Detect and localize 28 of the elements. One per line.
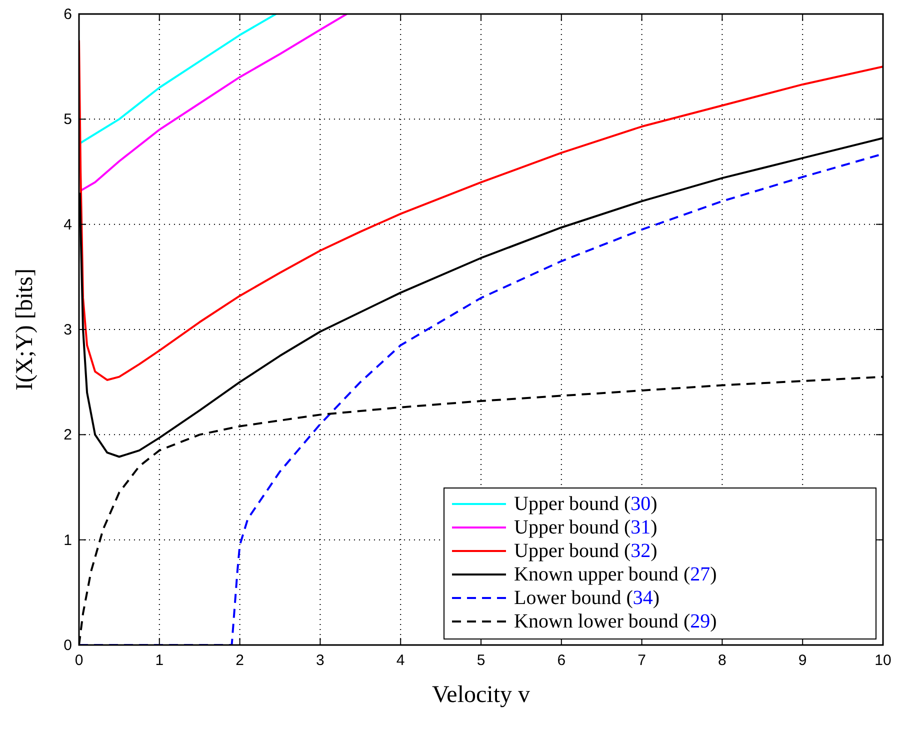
legend-label: Known upper bound (27) <box>514 564 717 586</box>
legend-label: Lower bound (34) <box>514 587 660 609</box>
x-tick-label: 8 <box>718 652 726 669</box>
x-tick-label: 10 <box>874 652 892 669</box>
legend-label: Upper bound (30) <box>514 493 658 515</box>
x-tick-label: 1 <box>155 652 164 669</box>
y-tick-label: 0 <box>64 637 72 654</box>
x-tick-label: 6 <box>557 652 566 669</box>
y-tick-label: 3 <box>64 322 72 338</box>
y-tick-label: 2 <box>64 426 72 444</box>
line-series <box>80 14 348 192</box>
y-tick-label: 1 <box>64 532 72 549</box>
x-tick-label: 4 <box>396 652 405 669</box>
legend-label: Upper bound (32) <box>514 540 658 562</box>
line-series <box>79 14 277 144</box>
x-tick-label: 2 <box>236 652 244 669</box>
x-tick-label: 0 <box>74 652 84 669</box>
x-tick-label: 3 <box>316 652 324 669</box>
y-tick-label: 5 <box>64 111 72 128</box>
x-tick-label: 9 <box>798 652 807 669</box>
legend-label: Known lower bound (29) <box>514 610 717 632</box>
y-tick-label: 4 <box>64 216 72 234</box>
x-axis-title: Velocity v <box>432 682 530 708</box>
x-tick-label: 5 <box>476 652 486 669</box>
x-tick-label: 7 <box>638 652 646 669</box>
y-axis-title: I(X;Y) [bits] <box>12 268 38 390</box>
legend-label: Upper bound (31) <box>514 516 658 538</box>
y-tick-label: 6 <box>64 6 72 23</box>
